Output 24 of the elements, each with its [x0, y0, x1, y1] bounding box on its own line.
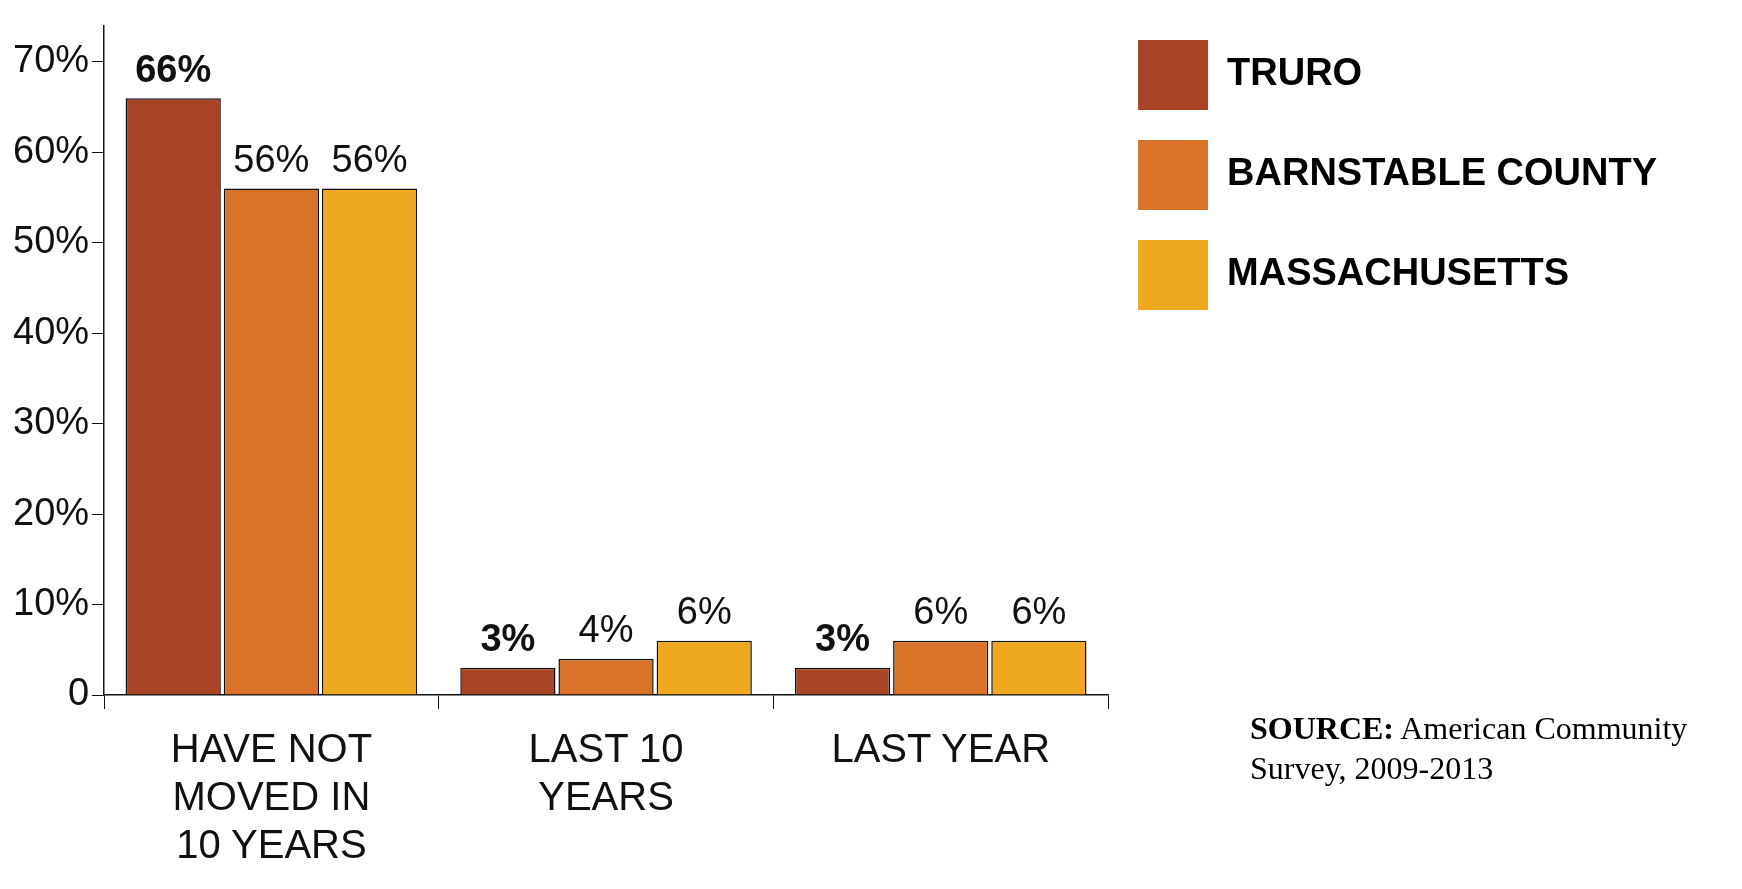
y-tick-label: 30%	[12, 400, 90, 443]
text: 6%	[913, 590, 969, 633]
legend-label: BARNSTABLE COUNTY	[1227, 151, 1657, 194]
y-tick-label: 70%	[12, 38, 90, 81]
x-tick-label: LAST 10 YEARS	[528, 726, 684, 819]
x-tick-label: LAST YEAR	[831, 726, 1051, 771]
legend-label: MASSACHUSETTS	[1227, 251, 1570, 294]
y-tick-label: 20%	[12, 490, 90, 533]
text: 56%	[331, 138, 408, 181]
y-tick-label: 40%	[12, 309, 90, 352]
y-tick-label: 10%	[12, 581, 90, 624]
text: 56%	[233, 138, 310, 181]
text: 4%	[578, 608, 634, 651]
source-note: SOURCE: American Community Survey, 2009-2013	[1250, 709, 1689, 788]
y-tick-label: 0	[67, 671, 90, 714]
text: 3%	[480, 617, 536, 660]
text: 3%	[815, 617, 871, 660]
text: 66%	[135, 47, 212, 90]
x-tick-label: HAVE NOT MOVED IN 10 YEARS	[170, 726, 373, 867]
text: 6%	[676, 590, 732, 633]
legend-label: TRURO	[1227, 51, 1363, 94]
y-tick-label: 60%	[12, 128, 90, 171]
text: 6%	[1011, 590, 1067, 633]
y-tick-label: 50%	[12, 219, 90, 262]
